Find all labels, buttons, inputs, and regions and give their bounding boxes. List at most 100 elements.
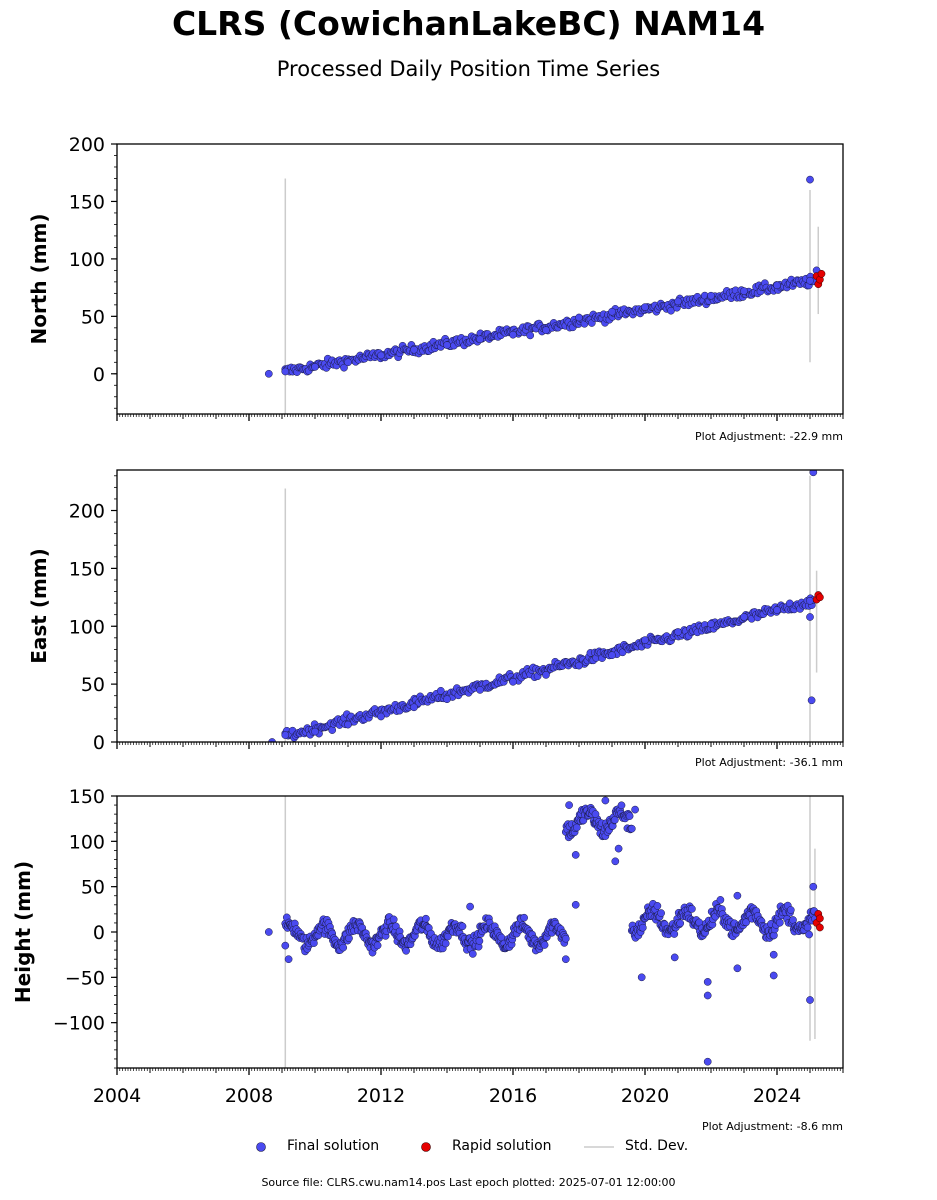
y-tick-label: 200 bbox=[69, 501, 105, 523]
plot-adjustment: Plot Adjustment: -8.6 mm bbox=[702, 1120, 843, 1133]
final-point bbox=[281, 941, 290, 950]
y-tick-label: 150 bbox=[69, 191, 105, 213]
legend-std-label: Std. Dev. bbox=[625, 1138, 689, 1154]
y-tick-label: 50 bbox=[81, 674, 105, 696]
final-point bbox=[641, 636, 649, 644]
final-point bbox=[806, 613, 814, 621]
rapid-point bbox=[816, 914, 824, 923]
final-point bbox=[466, 902, 474, 911]
final-point bbox=[676, 919, 685, 928]
final-point bbox=[703, 978, 712, 986]
rapid-point bbox=[816, 923, 824, 932]
final-point bbox=[631, 805, 639, 814]
final-point bbox=[807, 696, 816, 705]
final-point bbox=[611, 857, 620, 866]
final-point bbox=[520, 913, 528, 922]
y-axis-label: Height (mm) bbox=[11, 861, 35, 1003]
final-point bbox=[377, 351, 385, 360]
final-point bbox=[268, 738, 276, 742]
final-point bbox=[571, 900, 580, 909]
final-point bbox=[733, 891, 742, 900]
final-point bbox=[526, 331, 535, 340]
final-point bbox=[716, 896, 725, 904]
final-point bbox=[389, 915, 398, 924]
final-point bbox=[617, 801, 626, 810]
y-tick-label: −50 bbox=[65, 967, 105, 989]
final-point bbox=[476, 686, 484, 694]
y-tick-label: 100 bbox=[69, 831, 105, 853]
plot-adjustment: Plot Adjustment: -36.1 mm bbox=[695, 756, 843, 769]
daily-final-points bbox=[281, 801, 819, 958]
final-point bbox=[344, 358, 352, 367]
final-point bbox=[733, 964, 742, 973]
final-point bbox=[773, 281, 781, 290]
final-point bbox=[769, 971, 778, 980]
rapid-point bbox=[816, 593, 824, 602]
final-point bbox=[340, 363, 348, 372]
final-point bbox=[575, 313, 583, 322]
final-point bbox=[281, 367, 290, 376]
final-point bbox=[703, 991, 712, 1000]
final-point bbox=[674, 297, 682, 306]
final-point bbox=[653, 902, 662, 910]
final-point bbox=[740, 613, 748, 621]
final-point bbox=[441, 939, 450, 948]
final-point bbox=[410, 703, 418, 712]
chart-subtitle: Processed Daily Position Time Series bbox=[276, 57, 661, 81]
plot-adjustment: Plot Adjustment: -22.9 mm bbox=[695, 430, 843, 443]
final-point bbox=[641, 303, 649, 311]
final-point bbox=[809, 882, 818, 891]
final-point bbox=[509, 677, 517, 686]
final-point bbox=[591, 810, 600, 818]
plot-area bbox=[264, 796, 824, 1068]
final-point bbox=[281, 731, 290, 739]
x-tick-label: 2024 bbox=[753, 1085, 801, 1107]
final-point bbox=[443, 341, 451, 349]
final-point bbox=[475, 937, 484, 945]
final-point bbox=[476, 335, 484, 344]
final-point bbox=[575, 661, 583, 670]
legend-final-marker bbox=[256, 1142, 266, 1152]
final-point bbox=[806, 996, 814, 1004]
y-tick-label: 200 bbox=[69, 134, 105, 156]
final-point bbox=[707, 620, 715, 628]
chart-title: CLRS (CowichanLakeBC) NAM14 bbox=[171, 4, 766, 43]
final-point bbox=[806, 276, 814, 285]
final-point bbox=[311, 727, 319, 736]
panel-1: 0 50 100 150 200 North (mm) Plot Adjustment: -… bbox=[27, 134, 844, 443]
final-point bbox=[572, 823, 581, 832]
final-point bbox=[769, 950, 778, 959]
final-point bbox=[565, 801, 573, 809]
final-point bbox=[809, 470, 818, 477]
x-tick-label: 2008 bbox=[225, 1085, 273, 1107]
y-tick-label: 0 bbox=[93, 922, 105, 944]
final-point bbox=[542, 671, 550, 679]
panel-2: 0 50 100 150 200 East (mm) Plot Adjustment: -3… bbox=[27, 469, 844, 769]
final-point bbox=[373, 941, 382, 950]
y-axis-label: East (mm) bbox=[27, 548, 51, 664]
final-point bbox=[571, 851, 580, 859]
daily-final-points bbox=[281, 594, 818, 742]
final-point bbox=[561, 934, 570, 943]
final-point bbox=[436, 686, 445, 695]
final-point bbox=[377, 712, 385, 721]
plot-area bbox=[268, 470, 824, 742]
final-point bbox=[311, 363, 319, 371]
final-point bbox=[264, 928, 273, 936]
axes-frame bbox=[116, 469, 844, 743]
final-point bbox=[422, 914, 430, 923]
panel-3: −100 −50 0 50 100 150 2004 2008 2012 2016 2020 2024… bbox=[11, 786, 844, 1133]
legend-rapid-marker bbox=[421, 1142, 431, 1152]
final-point bbox=[707, 291, 715, 300]
final-point bbox=[284, 955, 293, 964]
final-point bbox=[638, 923, 647, 932]
legend-rapid-label: Rapid solution bbox=[452, 1138, 552, 1154]
final-point bbox=[674, 628, 682, 636]
final-point bbox=[264, 369, 273, 378]
final-point bbox=[443, 695, 451, 704]
legend-final-label: Final solution bbox=[287, 1138, 380, 1154]
final-point bbox=[540, 941, 549, 949]
final-point bbox=[803, 923, 812, 932]
y-tick-label: −100 bbox=[53, 1013, 105, 1035]
x-tick-label: 2016 bbox=[489, 1085, 537, 1107]
